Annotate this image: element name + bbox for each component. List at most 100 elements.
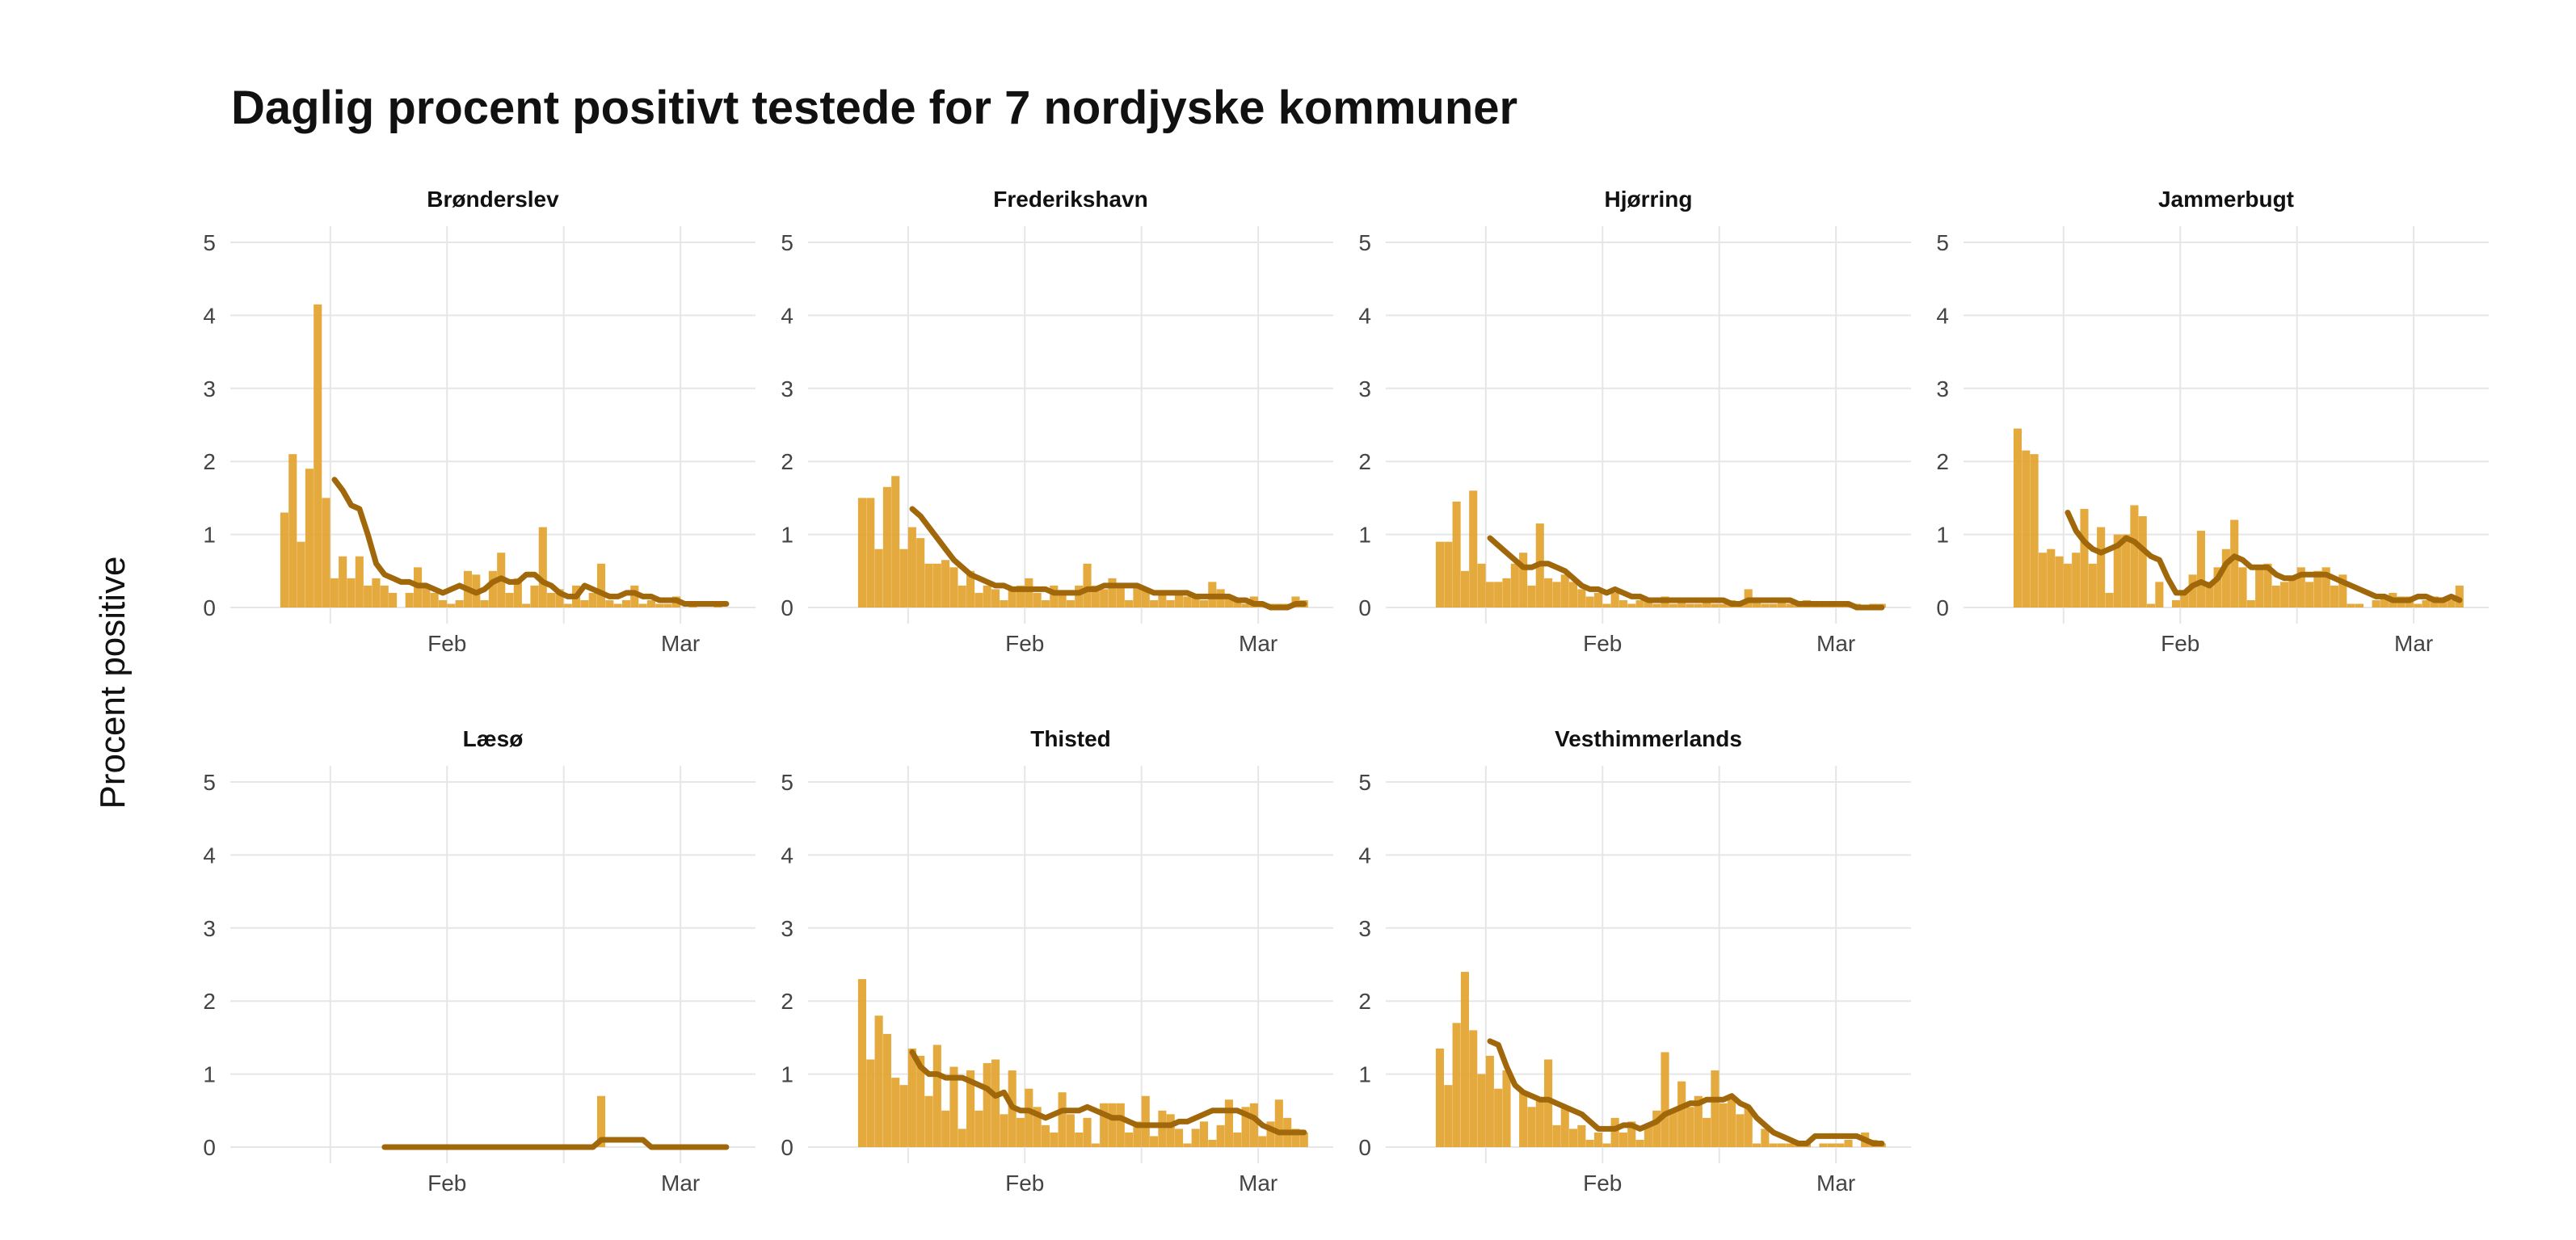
bar: [2155, 582, 2164, 607]
bar: [1627, 1121, 1636, 1147]
bar: [1208, 1139, 1217, 1147]
panel-title: Thisted: [1030, 726, 1111, 751]
bar: [1266, 1121, 1275, 1147]
y-tick-label: 5: [1936, 230, 1949, 255]
bar: [1827, 1143, 1836, 1147]
bar: [288, 454, 297, 607]
bar: [588, 592, 597, 607]
y-tick-label: 2: [781, 989, 793, 1014]
bar: [2380, 596, 2389, 607]
bar: [1041, 1124, 1050, 1147]
bar: [1050, 1132, 1059, 1147]
bar: [1033, 1107, 1042, 1147]
y-tick-label: 0: [781, 595, 793, 620]
bar: [1091, 1143, 1100, 1147]
bar: [1150, 599, 1159, 607]
bar: [1777, 599, 1787, 607]
bar: [1274, 1099, 1283, 1147]
bar: [1477, 1074, 1486, 1147]
bar: [2030, 454, 2039, 607]
bar: [2080, 508, 2089, 607]
bar: [2072, 553, 2081, 607]
bar: [1241, 1107, 1250, 1147]
bar: [2238, 567, 2247, 607]
panel-vesthimmerlands: Vesthimmerlands 0 1 2 3 4 5 Feb Mar: [1358, 726, 1911, 1196]
y-tick-label: 2: [781, 449, 793, 474]
bar: [1560, 1107, 1569, 1147]
x-tick-label: Mar: [661, 631, 700, 656]
bar: [874, 549, 883, 607]
bar: [405, 592, 414, 607]
bar: [2271, 585, 2280, 607]
bar: [2105, 592, 2114, 607]
bar: [1183, 596, 1192, 607]
panel-title: Vesthimmerlands: [1555, 726, 1742, 751]
bar: [1233, 599, 1242, 607]
bar: [447, 603, 456, 607]
bar: [488, 570, 497, 607]
bar: [613, 603, 622, 607]
bar: [1066, 1114, 1075, 1147]
bar: [1452, 1023, 1461, 1147]
bar: [1669, 603, 1677, 607]
bar: [1544, 578, 1553, 607]
bar: [1644, 1124, 1652, 1147]
bar: [2355, 603, 2364, 607]
panel-title: Læsø: [463, 726, 524, 751]
bar: [1224, 1099, 1233, 1147]
bar: [1686, 1107, 1694, 1147]
bar: [1819, 1143, 1828, 1147]
bar: [2022, 450, 2031, 607]
y-tick-label: 1: [781, 523, 793, 548]
bar: [1602, 1143, 1611, 1147]
bar: [1435, 1048, 1445, 1147]
bar: [1777, 1143, 1787, 1147]
bar: [924, 563, 933, 607]
y-tick-label: 2: [1936, 449, 1949, 474]
bar: [941, 1110, 950, 1147]
bar: [364, 585, 373, 607]
y-tick-label: 1: [1358, 1062, 1371, 1087]
bar: [339, 556, 347, 607]
bar: [2088, 563, 2097, 607]
bar: [2263, 563, 2272, 607]
bar: [2255, 567, 2264, 607]
bar: [280, 512, 289, 607]
y-tick-label: 2: [1358, 989, 1371, 1014]
y-tick-label: 3: [1936, 376, 1949, 401]
bar: [655, 603, 664, 607]
y-tick-label: 2: [203, 449, 216, 474]
y-tick-label: 3: [781, 916, 793, 941]
panel-brønderslev: Brønderslev 0 1 2 3 4 5 Feb Mar: [203, 187, 756, 656]
bar: [355, 556, 364, 607]
bar: [2230, 519, 2239, 607]
bar: [1585, 596, 1594, 607]
bar: [1241, 603, 1250, 607]
bar: [949, 1066, 958, 1147]
panel-title: Hjørring: [1605, 187, 1693, 212]
bar: [1141, 1095, 1150, 1147]
bar: [1761, 1129, 1770, 1147]
bar: [2196, 531, 2205, 607]
rolling-average-line: [2065, 510, 2463, 603]
bar: [1577, 1124, 1586, 1147]
y-tick-label: 0: [1358, 1135, 1371, 1160]
bar: [2330, 585, 2339, 607]
bar: [916, 538, 925, 607]
y-tick-label: 3: [203, 916, 216, 941]
bar: [932, 1045, 941, 1147]
bar: [580, 599, 589, 607]
bar: [1786, 1143, 1795, 1147]
chart-title: Daglig procent positivt testede for 7 no…: [231, 82, 1518, 134]
bar: [1469, 1030, 1478, 1147]
bar: [2372, 599, 2380, 607]
bar: [891, 476, 900, 607]
bar: [505, 592, 514, 607]
bar: [932, 563, 941, 607]
x-tick-label: Feb: [1583, 631, 1622, 656]
bar: [949, 567, 958, 607]
bar: [1150, 1136, 1159, 1147]
bar: [1116, 1103, 1125, 1147]
bar: [1769, 1143, 1778, 1147]
bar: [1703, 1117, 1711, 1147]
